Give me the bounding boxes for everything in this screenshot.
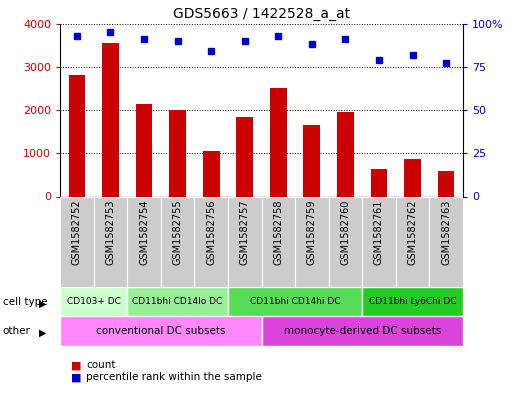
Bar	[337, 112, 354, 196]
Bar	[429, 196, 463, 287]
Bar	[295, 196, 328, 287]
Bar	[362, 287, 463, 316]
Text: CD103+ DC: CD103+ DC	[67, 297, 121, 306]
Text: GSM1582752: GSM1582752	[72, 199, 82, 265]
Text: ■: ■	[71, 360, 81, 371]
Text: ■: ■	[71, 372, 81, 382]
Text: GSM1582757: GSM1582757	[240, 199, 249, 265]
Bar	[94, 196, 127, 287]
Text: CD11bhi CD14lo DC: CD11bhi CD14lo DC	[132, 297, 223, 306]
Bar	[203, 151, 220, 196]
Text: GSM1582760: GSM1582760	[340, 199, 350, 264]
Text: count: count	[86, 360, 116, 371]
Text: GSM1582754: GSM1582754	[139, 199, 149, 265]
Text: GSM1582756: GSM1582756	[206, 199, 216, 265]
Text: CD11bhi CD14hi DC: CD11bhi CD14hi DC	[250, 297, 340, 306]
Bar	[228, 287, 362, 316]
Text: cell type: cell type	[3, 297, 47, 307]
Text: GSM1582753: GSM1582753	[106, 199, 116, 265]
Text: CD11bhi Ly6Chi DC: CD11bhi Ly6Chi DC	[369, 297, 456, 306]
Bar	[328, 196, 362, 287]
Bar	[60, 316, 262, 346]
Bar	[195, 196, 228, 287]
Text: ▶: ▶	[39, 328, 47, 338]
Bar	[102, 43, 119, 196]
Bar	[262, 196, 295, 287]
Title: GDS5663 / 1422528_a_at: GDS5663 / 1422528_a_at	[173, 7, 350, 21]
Text: GSM1582763: GSM1582763	[441, 199, 451, 264]
Bar	[396, 196, 429, 287]
Bar	[169, 110, 186, 196]
Bar	[228, 196, 262, 287]
Bar	[69, 75, 85, 196]
Bar	[438, 171, 454, 196]
Text: ▶: ▶	[39, 299, 47, 309]
Text: GSM1582761: GSM1582761	[374, 199, 384, 264]
Bar	[371, 169, 388, 196]
Text: GSM1582758: GSM1582758	[274, 199, 283, 265]
Text: GSM1582755: GSM1582755	[173, 199, 183, 265]
Bar	[161, 196, 195, 287]
Bar	[135, 104, 152, 196]
Bar	[404, 159, 421, 196]
Bar	[362, 196, 396, 287]
Bar	[60, 196, 94, 287]
Text: monocyte-derived DC subsets: monocyte-derived DC subsets	[283, 326, 441, 336]
Bar	[262, 316, 463, 346]
Bar	[127, 287, 228, 316]
Text: conventional DC subsets: conventional DC subsets	[96, 326, 225, 336]
Text: GSM1582759: GSM1582759	[307, 199, 317, 265]
Text: GSM1582762: GSM1582762	[407, 199, 417, 265]
Text: other: other	[3, 326, 30, 336]
Bar	[127, 196, 161, 287]
Bar	[303, 125, 320, 196]
Text: percentile rank within the sample: percentile rank within the sample	[86, 372, 262, 382]
Bar	[236, 116, 253, 196]
Bar	[270, 88, 287, 196]
Bar	[60, 287, 127, 316]
